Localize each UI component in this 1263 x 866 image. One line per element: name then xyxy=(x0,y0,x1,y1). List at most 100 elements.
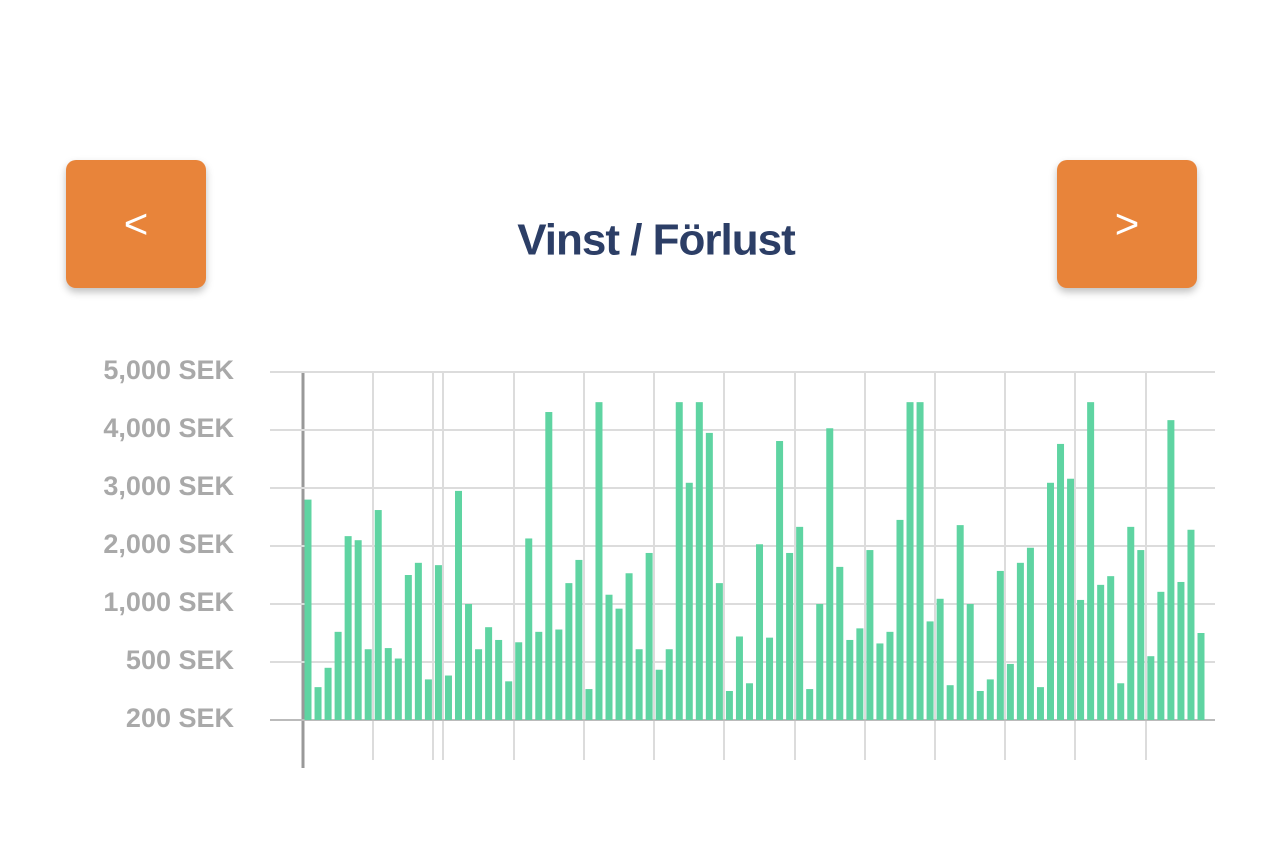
bar xyxy=(886,631,894,720)
bar xyxy=(866,550,874,720)
bar xyxy=(525,538,533,720)
bar xyxy=(846,639,854,720)
bar xyxy=(344,536,352,720)
bar xyxy=(414,562,422,720)
bar xyxy=(515,642,523,720)
bar xyxy=(876,643,884,720)
bar xyxy=(1137,550,1145,720)
bar xyxy=(655,669,663,720)
bar xyxy=(796,526,804,720)
bar xyxy=(495,639,503,720)
bar xyxy=(314,687,322,720)
bar xyxy=(1087,402,1095,720)
bar xyxy=(404,575,412,720)
bar xyxy=(1026,547,1034,720)
chart-title: Vinst / Förlust xyxy=(517,216,796,265)
bar xyxy=(645,552,653,720)
bar xyxy=(465,604,473,720)
bar xyxy=(816,604,824,720)
y-tick-label: 200 SEK xyxy=(126,703,235,733)
bar xyxy=(705,432,713,720)
y-tick-label: 500 SEK xyxy=(126,645,235,675)
bar xyxy=(384,648,392,720)
bar xyxy=(926,621,934,720)
bar xyxy=(304,499,312,720)
bar xyxy=(1177,581,1185,720)
bar xyxy=(394,658,402,720)
bar xyxy=(665,649,673,720)
bar xyxy=(455,490,463,720)
bar xyxy=(1046,482,1054,720)
bar xyxy=(996,570,1004,720)
bar xyxy=(956,525,964,720)
bar xyxy=(786,552,794,720)
bar xyxy=(364,649,372,720)
bar xyxy=(936,598,944,720)
bar xyxy=(434,565,442,720)
bar xyxy=(966,604,974,720)
bar xyxy=(1057,443,1065,720)
bar xyxy=(485,627,493,720)
bar xyxy=(906,402,914,720)
bar xyxy=(756,544,764,720)
bar xyxy=(1197,633,1205,720)
bar xyxy=(374,510,382,720)
bar xyxy=(354,540,362,720)
bar xyxy=(505,681,513,720)
bar xyxy=(475,649,483,720)
bar xyxy=(946,685,954,720)
bar xyxy=(1107,576,1115,720)
bar xyxy=(605,594,613,720)
bar xyxy=(565,583,573,720)
bar xyxy=(1157,591,1165,720)
bar xyxy=(725,691,733,720)
bar xyxy=(625,573,633,720)
y-tick-label: 2,000 SEK xyxy=(103,529,234,559)
bar xyxy=(806,689,814,720)
bar xyxy=(444,675,452,720)
y-tick-label: 1,000 SEK xyxy=(103,587,234,617)
bar xyxy=(575,559,583,720)
bar xyxy=(585,689,593,720)
bar xyxy=(826,428,834,720)
next-button[interactable]: > xyxy=(1057,160,1197,288)
bar xyxy=(986,679,994,720)
bar xyxy=(1127,526,1135,720)
bar xyxy=(334,631,342,720)
bar xyxy=(776,441,784,720)
prev-button[interactable]: < xyxy=(66,160,206,288)
bar xyxy=(695,402,703,720)
bar xyxy=(836,566,844,720)
bar xyxy=(766,637,774,720)
bar xyxy=(1097,584,1105,720)
bar xyxy=(715,583,723,720)
bar xyxy=(545,412,553,720)
bar xyxy=(535,631,543,720)
y-tick-label: 5,000 SEK xyxy=(103,355,234,385)
bar xyxy=(1067,478,1075,720)
bar xyxy=(1077,599,1085,720)
bar xyxy=(916,402,924,720)
bar xyxy=(555,629,563,720)
bar xyxy=(1147,656,1155,720)
bar xyxy=(1167,420,1175,720)
y-tick-label: 3,000 SEK xyxy=(103,471,234,501)
y-tick-label: 4,000 SEK xyxy=(103,413,234,443)
bar xyxy=(615,608,623,720)
bar xyxy=(1187,529,1195,720)
bar xyxy=(976,691,984,720)
bar xyxy=(1036,687,1044,720)
bar xyxy=(735,636,743,720)
bar xyxy=(685,482,693,720)
bar xyxy=(1006,663,1014,720)
bar xyxy=(1117,683,1125,720)
bar xyxy=(896,519,904,720)
bar xyxy=(595,402,603,720)
bar xyxy=(635,649,643,720)
bar xyxy=(856,628,864,720)
bar xyxy=(424,679,432,720)
bar xyxy=(675,402,683,720)
vertical-grid xyxy=(372,372,1147,760)
bar xyxy=(324,667,332,720)
